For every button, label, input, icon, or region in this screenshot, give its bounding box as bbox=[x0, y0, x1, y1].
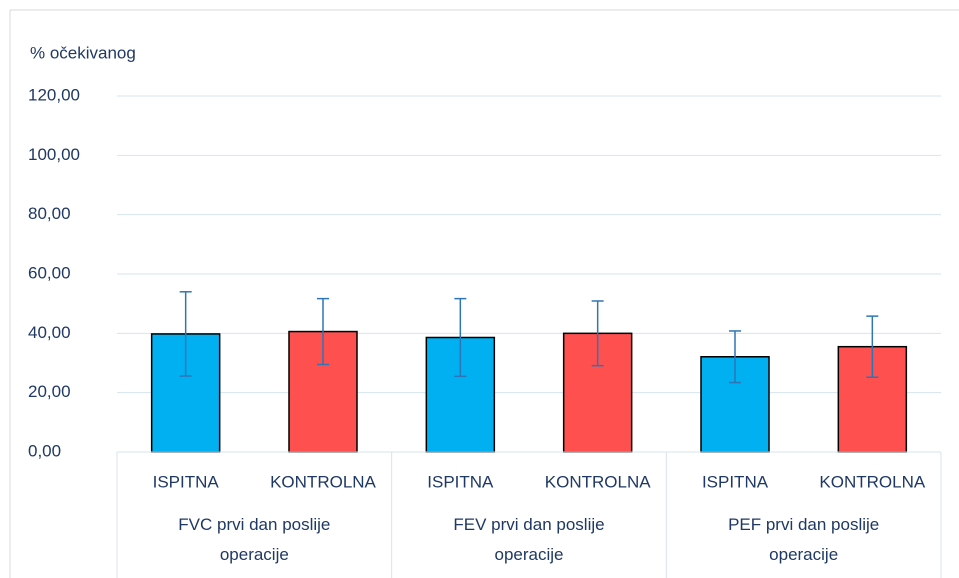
bar bbox=[150, 333, 221, 453]
y-tick-label: 80,00 bbox=[28, 204, 71, 223]
x-tick-label: ISPITNA bbox=[153, 472, 220, 491]
y-tick-label: 0,00 bbox=[28, 441, 61, 460]
x-tick-label: ISPITNA bbox=[702, 472, 769, 491]
group-label: PEF prvi dan poslije operacije bbox=[728, 515, 880, 564]
y-tick-label: 20,00 bbox=[28, 382, 71, 401]
y-tick-label: 120,00 bbox=[28, 85, 80, 104]
x-tick-label: KONTROLNA bbox=[545, 472, 651, 491]
x-tick-label: KONTROLNA bbox=[819, 472, 925, 491]
group-label: FEV prvi dan poslije operacije bbox=[453, 515, 605, 564]
y-tick-label: 60,00 bbox=[28, 263, 71, 282]
y-tick-label: 40,00 bbox=[28, 323, 71, 342]
y-tick-label: 100,00 bbox=[28, 145, 80, 164]
x-tick-label: ISPITNA bbox=[427, 472, 494, 491]
y-axis-label: % očekivanog bbox=[30, 43, 136, 62]
group-label: FVC prvi dan poslije operacije bbox=[178, 515, 331, 564]
x-tick-label: KONTROLNA bbox=[270, 472, 376, 491]
